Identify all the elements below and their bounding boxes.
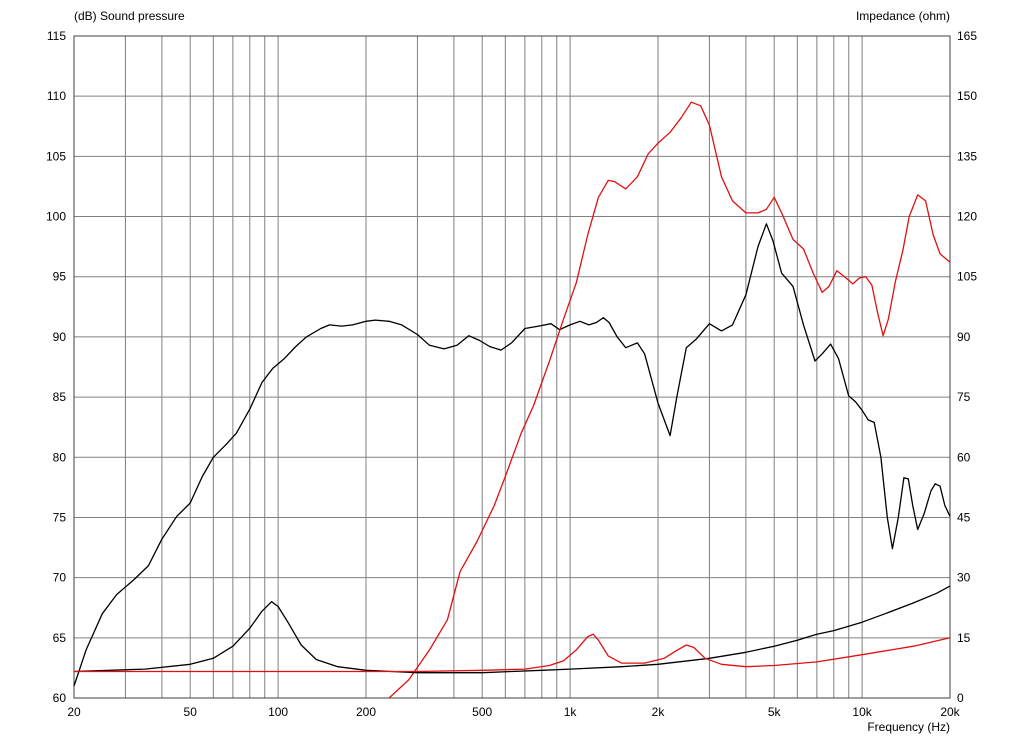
x-tick-label: 2k bbox=[652, 705, 666, 719]
y-left-tick-label: 60 bbox=[53, 691, 67, 705]
y-left-title: (dB) Sound pressure bbox=[74, 9, 185, 23]
plot-frame bbox=[73, 35, 951, 699]
x-tick-label: 200 bbox=[356, 705, 376, 719]
series-line-black bbox=[73, 223, 951, 687]
x-tick-label: 20 bbox=[67, 705, 81, 719]
y-left-tick-label: 100 bbox=[46, 210, 66, 224]
y-left-tick-label: 80 bbox=[53, 450, 67, 464]
y-left-tick-label: 70 bbox=[53, 571, 67, 585]
y-left-tick-label: 85 bbox=[53, 390, 67, 404]
y-left-tick-label: 110 bbox=[47, 89, 66, 103]
x-tick-label: 100 bbox=[268, 705, 288, 719]
x-tick-label: 10k bbox=[852, 705, 872, 719]
x-tick-label: 5k bbox=[768, 705, 782, 719]
series-line-red bbox=[74, 633, 951, 673]
x-tick-label: 1k bbox=[564, 705, 578, 719]
y-left-tick-label: 75 bbox=[53, 510, 67, 524]
y-right-tick-label: 90 bbox=[957, 330, 971, 344]
y-right-tick-label: 30 bbox=[957, 571, 971, 585]
tick-labels: 20 50 100 200 500 1k 2k 5k 10k 20k 60 65 70 75 80 85 90 9… bbox=[46, 29, 977, 719]
x-axis-title: Frequency (Hz) bbox=[867, 720, 950, 734]
x-tick-label: 50 bbox=[184, 705, 198, 719]
y-right-tick-label: 45 bbox=[957, 510, 971, 524]
y-right-tick-label: 0 bbox=[957, 691, 964, 705]
y-right-tick-label: 15 bbox=[957, 631, 971, 645]
series-line-black bbox=[73, 585, 951, 674]
series-line-red bbox=[388, 101, 951, 699]
y-left-tick-label: 95 bbox=[53, 270, 67, 284]
y-left-tick-label: 115 bbox=[47, 29, 66, 43]
y-right-tick-label: 135 bbox=[957, 149, 977, 163]
y-right-tick-label: 120 bbox=[957, 210, 977, 224]
y-left-tick-label: 105 bbox=[46, 149, 66, 163]
y-right-tick-label: 105 bbox=[957, 270, 977, 284]
x-tick-label: 20k bbox=[940, 705, 960, 719]
y-right-tick-label: 165 bbox=[957, 29, 977, 43]
y-left-tick-label: 65 bbox=[53, 631, 67, 645]
y-right-tick-label: 60 bbox=[957, 450, 971, 464]
grid bbox=[74, 36, 950, 698]
y-right-title: Impedance (ohm) bbox=[856, 9, 950, 23]
x-tick-label: 500 bbox=[472, 705, 492, 719]
y-right-tick-label: 75 bbox=[957, 390, 971, 404]
series-group bbox=[73, 101, 951, 699]
y-left-tick-label: 90 bbox=[53, 330, 67, 344]
y-right-tick-label: 150 bbox=[957, 89, 977, 103]
